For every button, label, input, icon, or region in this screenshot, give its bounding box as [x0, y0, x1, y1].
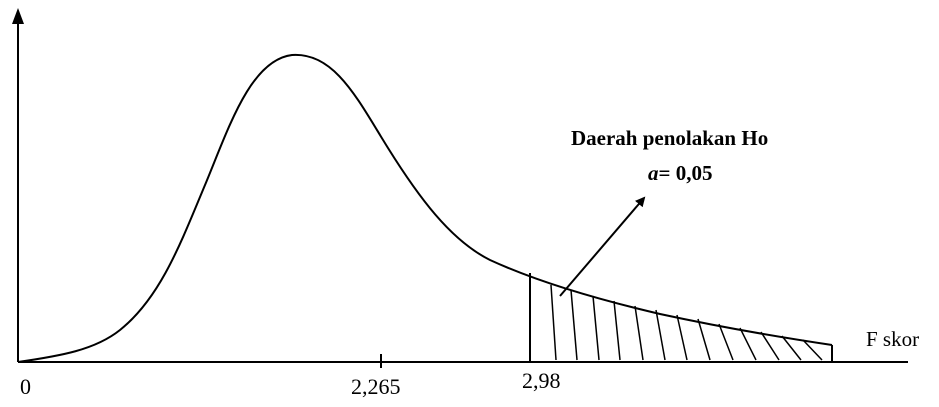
tick-label-origin: 0 — [20, 374, 31, 399]
hatch-line — [634, 305, 644, 361]
rejection-region-hatching — [550, 284, 823, 361]
hatch-line — [697, 318, 711, 361]
tick-label-critical: 2,98 — [522, 368, 561, 393]
hatch-line — [592, 295, 600, 361]
hatch-line — [570, 289, 578, 361]
hatch-line — [655, 309, 666, 361]
hatch-line — [760, 331, 780, 361]
rejection-region-title: Daerah penolakan Ho — [571, 126, 769, 150]
f-distribution-curve — [17, 53, 833, 363]
hatch-line — [802, 339, 823, 361]
tick-label-mean: 2,265 — [351, 374, 401, 399]
hatch-line — [739, 327, 757, 361]
x-axis-label: F skor — [866, 327, 920, 351]
alpha-value: = 0,05 — [658, 161, 713, 185]
hatch-line — [676, 314, 688, 361]
alpha-symbol: a — [648, 161, 659, 185]
hatch-line — [718, 323, 734, 361]
alpha-annotation: a= 0,05 — [648, 161, 712, 186]
hatch-line — [613, 300, 621, 361]
annotation-arrow — [559, 196, 646, 297]
y-axis-arrowhead — [12, 8, 24, 24]
hatch-line — [550, 284, 557, 361]
hatch-line — [781, 335, 802, 361]
